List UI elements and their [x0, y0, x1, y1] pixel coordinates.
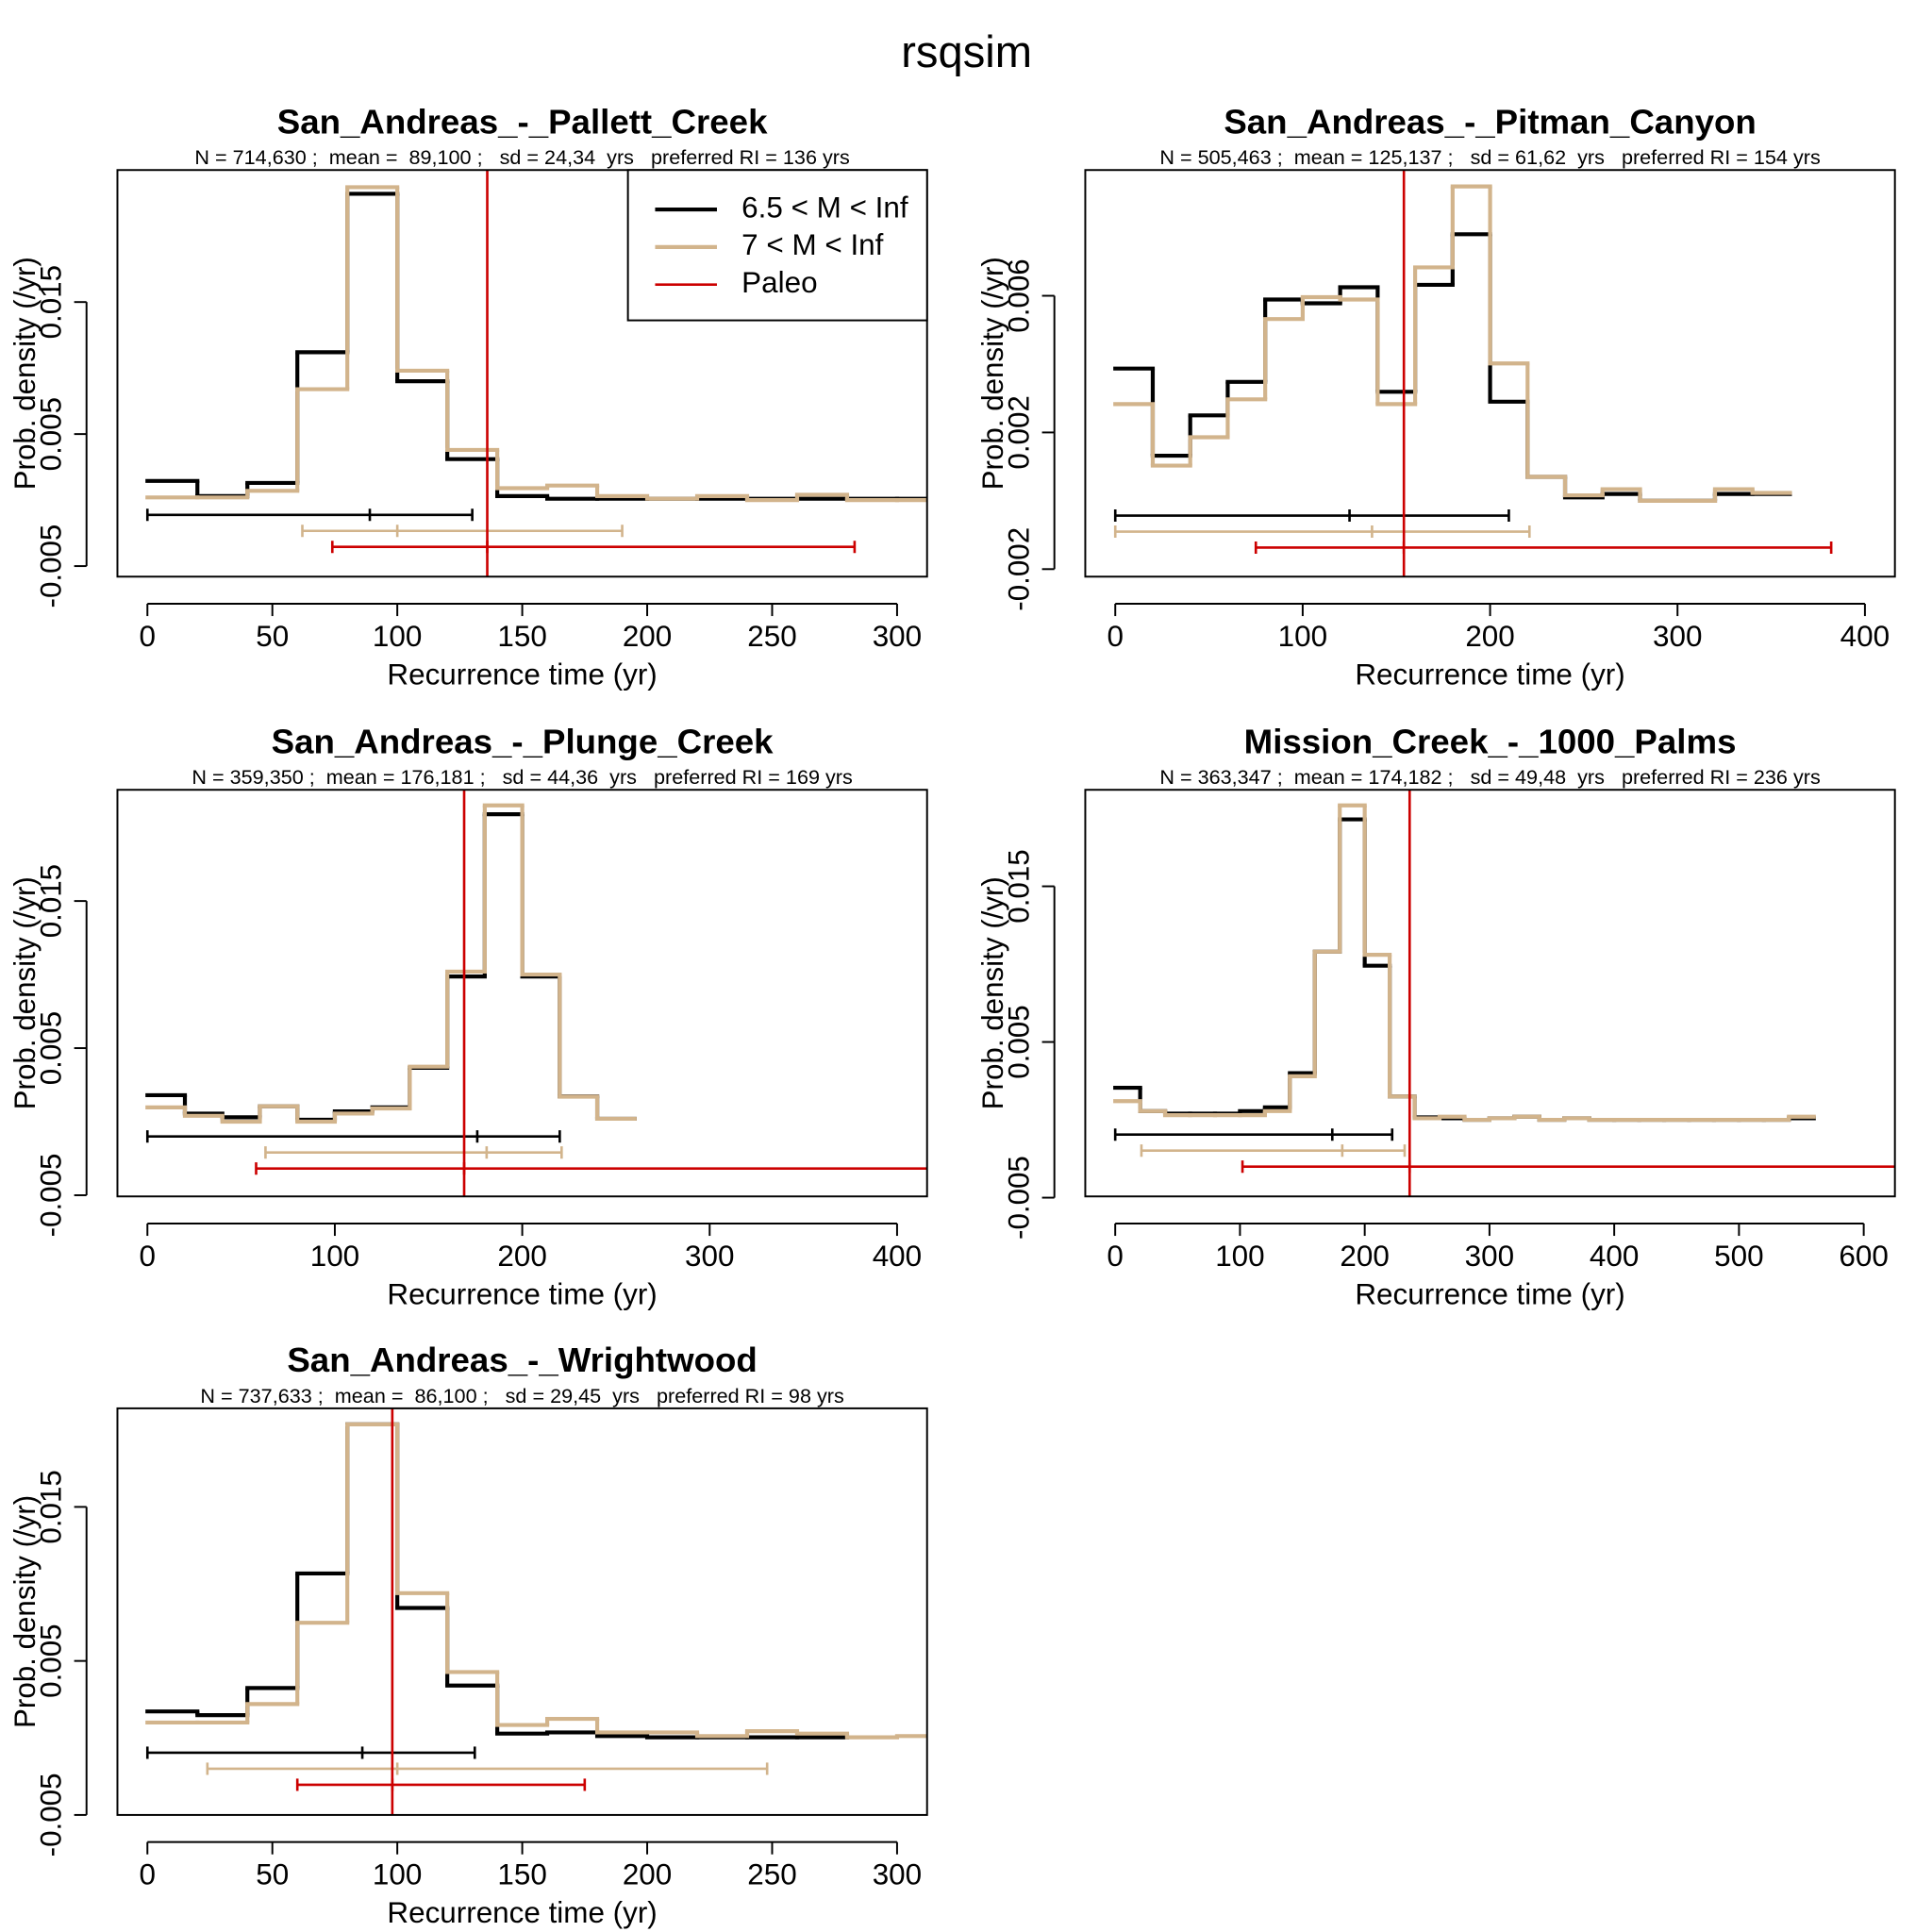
panel-title: Mission_Creek_-_1000_Palms — [1244, 723, 1737, 761]
x-tick-label: 50 — [256, 620, 289, 653]
plot-frame — [116, 1407, 928, 1816]
y-tick-label: -0.005 — [35, 525, 68, 608]
x-axis-label: Recurrence time (yr) — [1355, 1277, 1624, 1310]
x-tick-label: 150 — [497, 620, 546, 653]
panel-subtitle: N = 505,463 ; mean = 125,137 ; sd = 61,6… — [1159, 145, 1821, 169]
y-tick-label: 0.006 — [1003, 258, 1036, 332]
y-axis-label: Prob. density (/yr) — [976, 876, 1009, 1109]
x-tick-label: 500 — [1714, 1240, 1763, 1273]
x-tick-label: 300 — [685, 1240, 734, 1273]
x-tick-label: 200 — [623, 620, 672, 653]
legend-label: 7 < M < Inf — [741, 228, 884, 261]
y-tick-label: 0.005 — [35, 397, 68, 471]
y-axis-label: Prob. density (/yr) — [8, 1495, 42, 1728]
x-tick-label: 0 — [140, 1240, 156, 1273]
figure-title: rsqsim — [901, 26, 1032, 76]
y-tick-label: 0.015 — [1003, 849, 1036, 923]
x-axis-label: Recurrence time (yr) — [387, 1896, 657, 1929]
y-tick-label: -0.005 — [35, 1774, 68, 1857]
plot-area — [1113, 790, 1895, 1197]
y-axis-label: Prob. density (/yr) — [8, 257, 42, 490]
plot-frame — [1084, 789, 1896, 1198]
x-tick-label: 250 — [747, 1858, 796, 1891]
plot-area — [145, 1407, 927, 1815]
x-tick-label: 400 — [1590, 1240, 1639, 1273]
x-tick-label: 100 — [310, 1240, 359, 1273]
x-tick-label: 100 — [373, 1858, 422, 1891]
y-tick-label: 0.002 — [1003, 395, 1036, 469]
x-tick-label: 100 — [373, 620, 422, 653]
x-tick-label: 150 — [497, 1858, 546, 1891]
x-tick-label: 600 — [1839, 1240, 1888, 1273]
x-tick-label: 300 — [1653, 620, 1702, 653]
x-axis-label: Recurrence time (yr) — [387, 658, 657, 691]
panel: San_Andreas_-_Pallett_Creek N = 714,630 ;… — [8, 103, 928, 691]
legend-label: Paleo — [741, 266, 817, 299]
panel: San_Andreas_-_Pitman_Canyon N = 505,463 ;… — [976, 103, 1896, 691]
x-axis-label: Recurrence time (yr) — [387, 1277, 657, 1310]
x-tick-label: 200 — [497, 1240, 546, 1273]
x-tick-label: 400 — [1840, 620, 1890, 653]
x-tick-label: 0 — [140, 1858, 156, 1891]
y-tick-label: 0.005 — [35, 1011, 68, 1085]
y-axis-label: Prob. density (/yr) — [8, 876, 42, 1109]
x-tick-label: 300 — [1465, 1240, 1514, 1273]
x-tick-label: 200 — [1340, 1240, 1389, 1273]
panel-subtitle: N = 714,630 ; mean = 89,100 ; sd = 24,34… — [194, 145, 850, 169]
plot-frame — [116, 169, 928, 578]
plot-frame — [1084, 169, 1896, 578]
panel-subtitle: N = 359,350 ; mean = 176,181 ; sd = 44,3… — [192, 765, 853, 789]
y-tick-label: 0.005 — [1003, 1005, 1036, 1078]
x-tick-label: 250 — [747, 620, 796, 653]
x-tick-label: 300 — [873, 1858, 922, 1891]
y-tick-label: -0.005 — [35, 1154, 68, 1238]
x-tick-label: 400 — [873, 1240, 922, 1273]
panel-subtitle: N = 363,347 ; mean = 174,182 ; sd = 49,4… — [1159, 765, 1821, 789]
panel-subtitle: N = 737,633 ; mean = 86,100 ; sd = 29,45… — [200, 1384, 844, 1407]
y-tick-label: 0.015 — [35, 1470, 68, 1543]
panel-title: San_Andreas_-_Wrightwood — [287, 1341, 757, 1379]
plot-frame — [116, 789, 928, 1198]
y-tick-label: 0.015 — [35, 265, 68, 339]
x-tick-label: 300 — [873, 620, 922, 653]
panel-title: San_Andreas_-_Pallett_Creek — [277, 103, 768, 142]
panel: San_Andreas_-_Wrightwood N = 737,633 ; me… — [8, 1341, 928, 1929]
x-axis-label: Recurrence time (yr) — [1355, 658, 1624, 691]
panel: San_Andreas_-_Plunge_Creek N = 359,350 ; … — [8, 723, 928, 1310]
x-tick-label: 0 — [1107, 620, 1123, 653]
x-tick-label: 200 — [623, 1858, 672, 1891]
x-tick-label: 50 — [256, 1858, 289, 1891]
panel: Mission_Creek_-_1000_Palms N = 363,347 ; … — [976, 723, 1896, 1310]
panel-title: San_Andreas_-_Pitman_Canyon — [1224, 103, 1756, 142]
x-tick-label: 0 — [140, 620, 156, 653]
legend-label: 6.5 < M < Inf — [741, 191, 908, 224]
y-axis-label: Prob. density (/yr) — [976, 257, 1009, 490]
x-tick-label: 100 — [1215, 1240, 1264, 1273]
plot-area — [145, 170, 927, 577]
x-tick-label: 0 — [1107, 1240, 1123, 1273]
y-tick-label: -0.005 — [1003, 1156, 1036, 1240]
panel-title: San_Andreas_-_Plunge_Creek — [272, 723, 774, 761]
plot-area — [145, 790, 927, 1197]
y-tick-label: -0.002 — [1003, 527, 1036, 611]
plot-area — [1113, 170, 1833, 577]
y-tick-label: 0.015 — [35, 864, 68, 938]
y-tick-label: 0.005 — [35, 1624, 68, 1697]
x-tick-label: 100 — [1278, 620, 1327, 653]
x-tick-label: 200 — [1465, 620, 1514, 653]
